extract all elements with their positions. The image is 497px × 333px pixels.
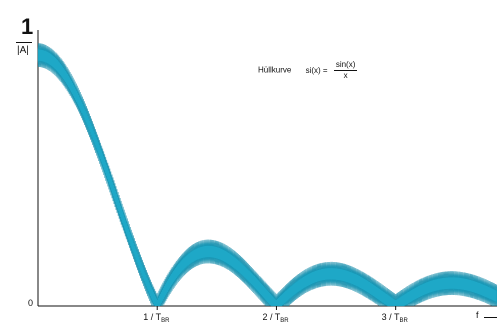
legend-denominator: x	[334, 71, 358, 81]
legend-formula: Hüllkurve si(x) = sin(x) x	[258, 60, 357, 81]
y-axis-label-divider	[16, 42, 32, 43]
x-tick-label-main: 3 / T	[382, 312, 400, 322]
x-tick-label-main: 2 / T	[262, 312, 280, 322]
y-tick-zero: 0	[28, 298, 33, 308]
x-tick-label-main: 1 / T	[143, 312, 161, 322]
envelope-band-series	[38, 43, 497, 306]
legend-fraction: sin(x) x	[334, 60, 358, 81]
y-axis-label: 1 |A|	[8, 10, 30, 50]
x-axis-label-line	[484, 317, 497, 318]
legend-lhs: si(x) =	[306, 66, 328, 75]
x-axis-label: f	[476, 310, 479, 320]
y-axis-label-one: 1	[21, 16, 33, 38]
y-axis-label-abs: |A|	[17, 46, 29, 56]
x-tick-label-sub: BR	[161, 318, 169, 324]
legend-numerator: sin(x)	[334, 60, 358, 71]
x-tick-label-sub: BR	[280, 318, 288, 324]
legend-title: Hüllkurve	[258, 66, 291, 75]
x-tick-label-2: 2 / TBR	[262, 312, 288, 324]
x-tick-label-sub: BR	[400, 318, 408, 324]
envelope-band	[38, 43, 497, 306]
x-ticks	[157, 306, 395, 310]
x-tick-label-3: 3 / TBR	[382, 312, 408, 324]
x-tick-label-1: 1 / TBR	[143, 312, 169, 324]
